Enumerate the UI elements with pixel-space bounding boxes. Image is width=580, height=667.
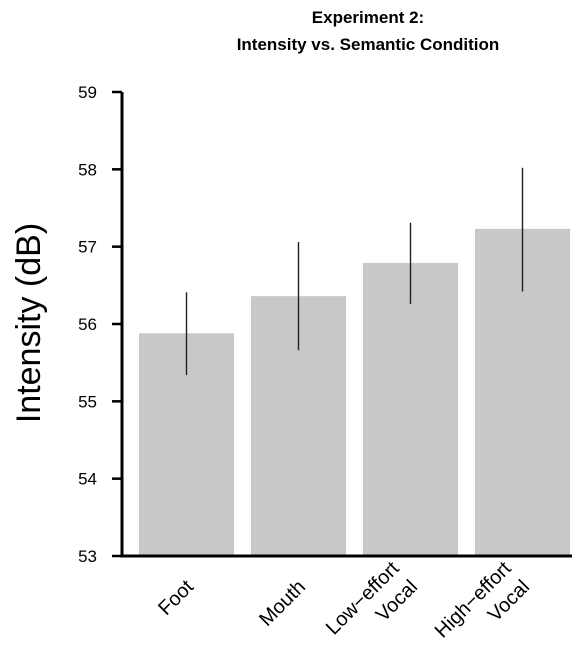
x-tick-label-0: Foot <box>154 576 198 620</box>
x-tick-label-2: Low−effortVocal <box>322 557 422 657</box>
x-tick-label-0-line-0: Foot <box>154 576 198 620</box>
x-tick-label-1: Mouth <box>255 576 310 631</box>
chart-title-line-2: Intensity vs. Semantic Condition <box>237 35 500 54</box>
x-tick-label-3: High−effortVocal <box>431 557 535 661</box>
x-tick-label-1-line-0: Mouth <box>255 576 310 631</box>
y-tick-label-3: 56 <box>78 315 97 334</box>
bar-2 <box>363 262 458 556</box>
bars <box>139 228 570 556</box>
chart-title: Experiment 2: Intensity vs. Semantic Con… <box>237 8 500 54</box>
x-tick-labels: Foot Mouth Low−effortVocal High−effortVocal <box>154 557 535 661</box>
y-tick-label-1: 54 <box>78 470 97 489</box>
y-tick-label-4: 57 <box>78 238 97 257</box>
y-tick-label-0: 53 <box>78 547 97 566</box>
chart-title-line-1: Experiment 2: <box>312 8 424 27</box>
y-axis: 53 54 55 56 57 58 59 <box>78 83 124 566</box>
y-tick-label-6: 59 <box>78 83 97 102</box>
y-axis-label: Intensity (dB) <box>10 223 48 423</box>
error-bars <box>185 167 524 376</box>
y-tick-label-5: 58 <box>78 160 97 179</box>
y-tick-label-2: 55 <box>78 392 97 411</box>
